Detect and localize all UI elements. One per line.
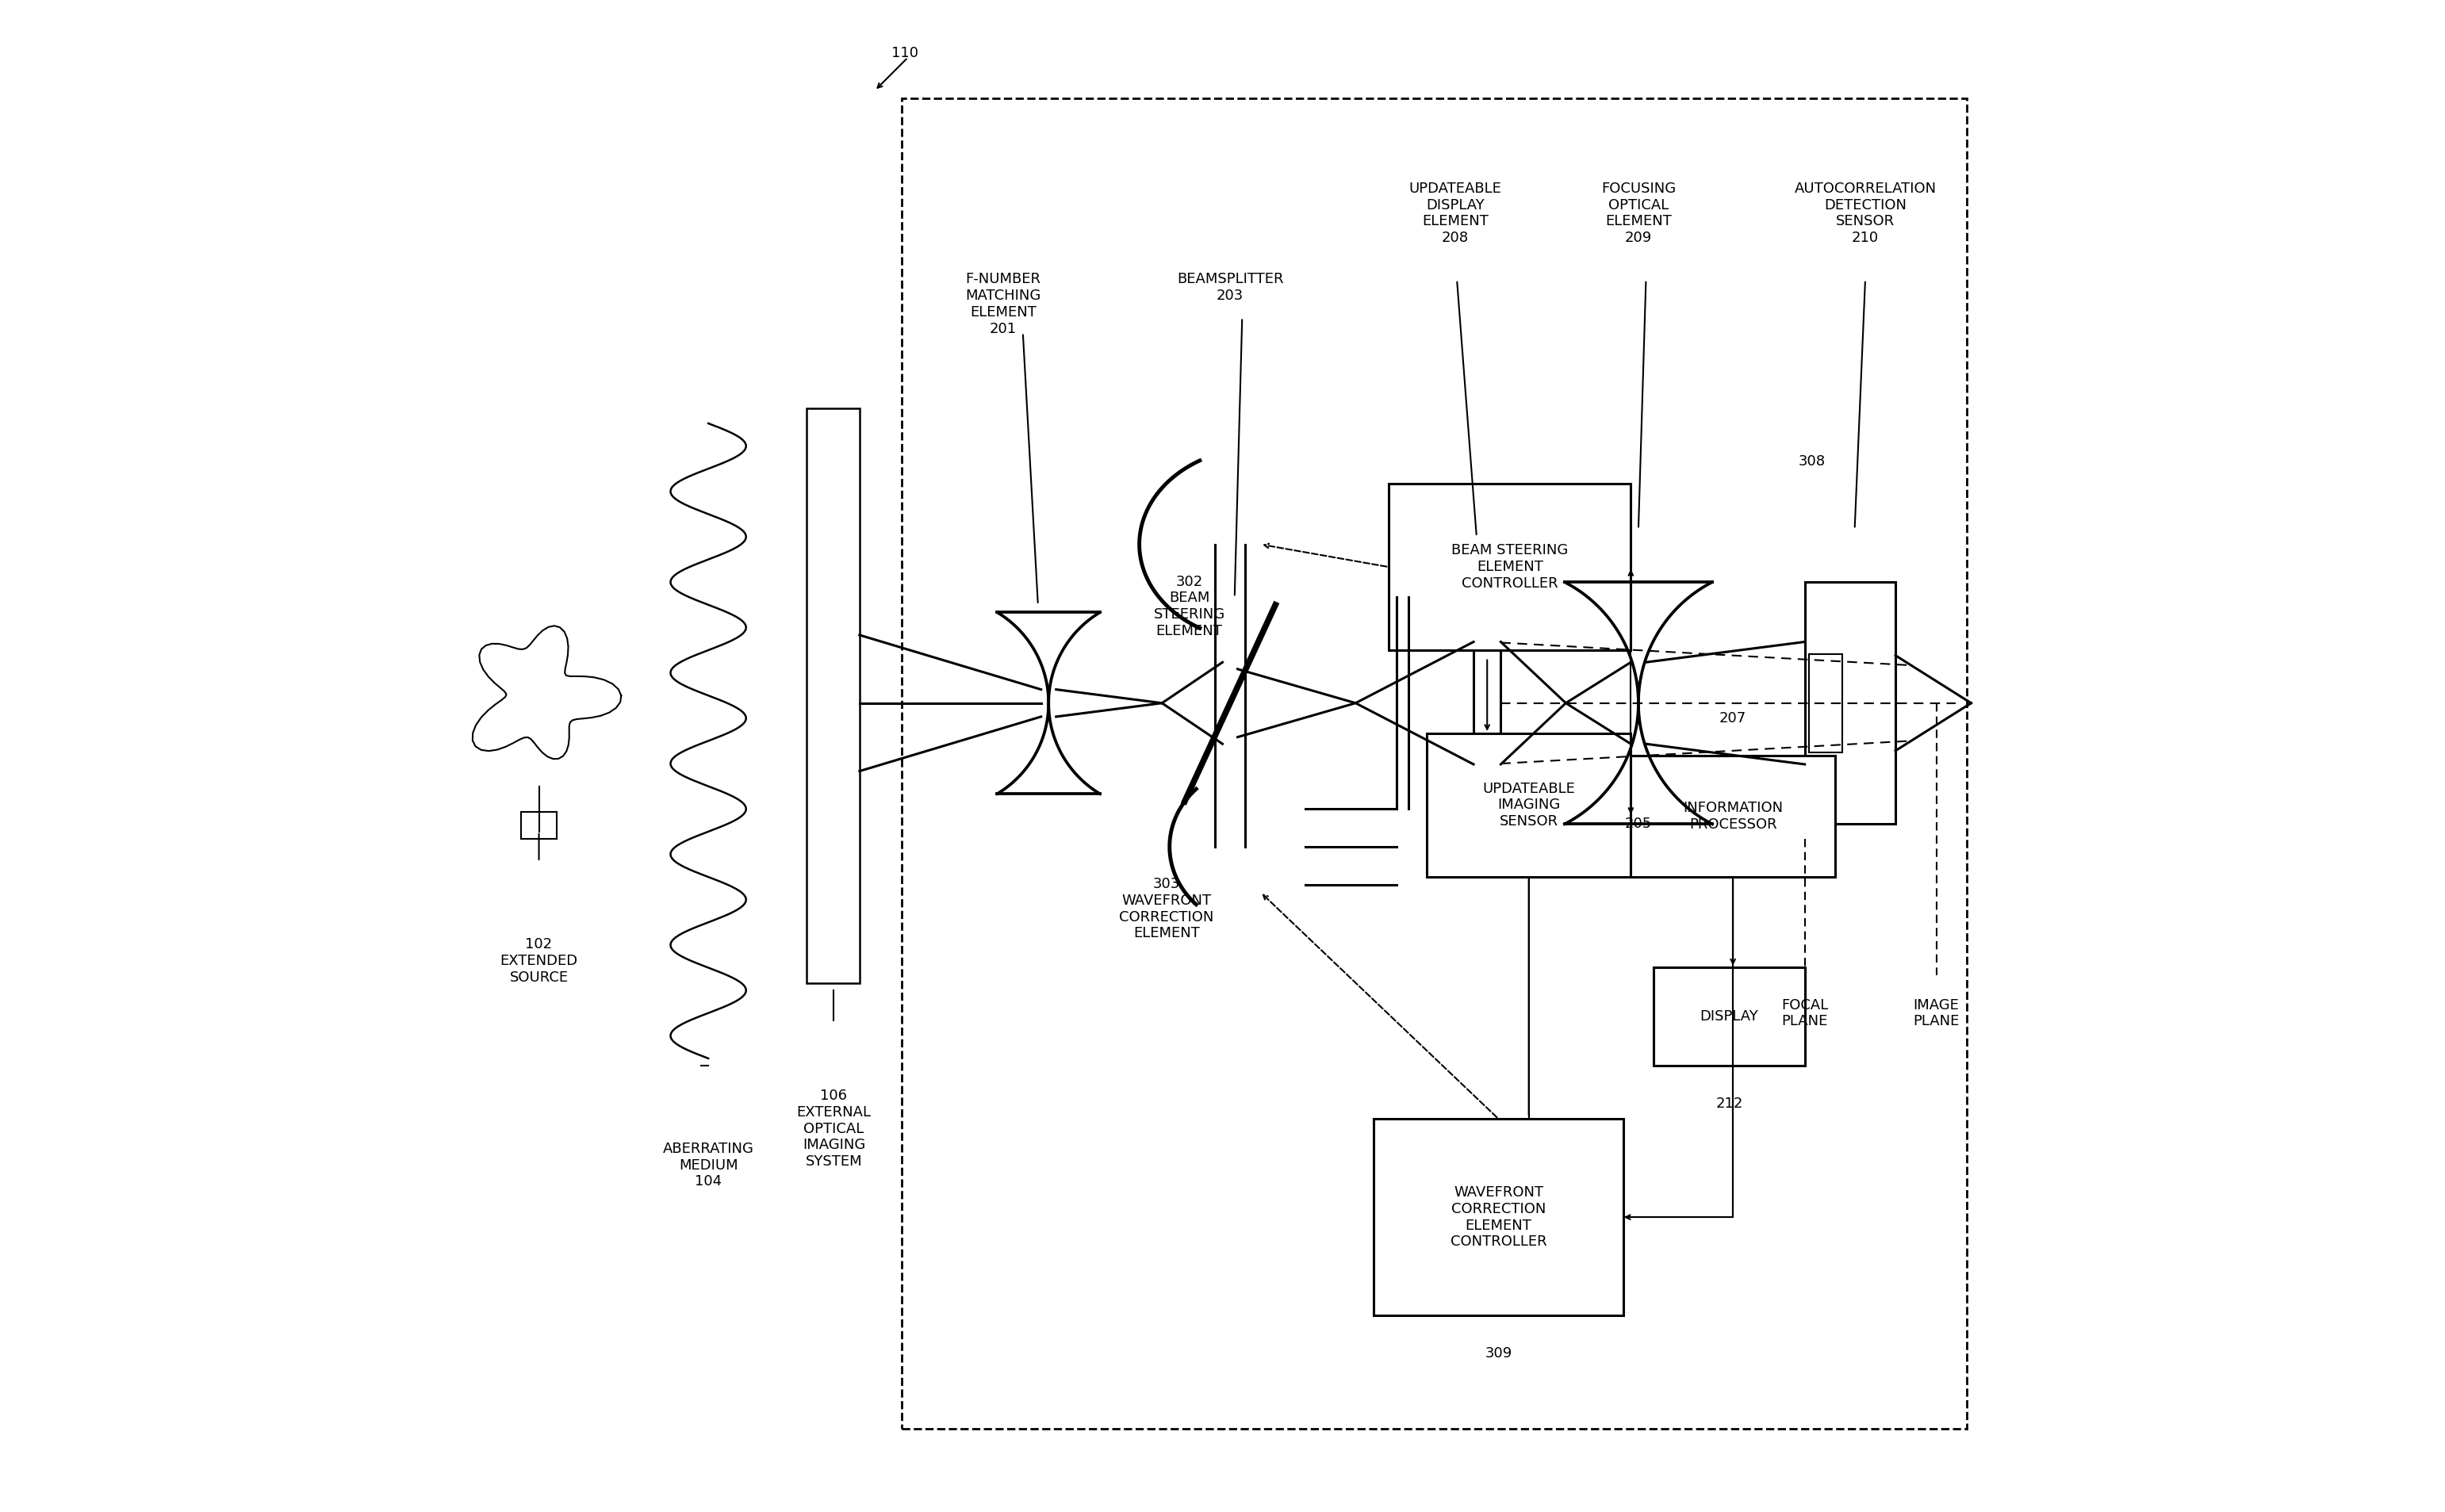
Text: UPDATEABLE
DISPLAY
ELEMENT
208: UPDATEABLE DISPLAY ELEMENT 208 bbox=[1408, 181, 1501, 245]
Bar bbox=[902, 98, 1966, 1429]
Bar bbox=[521, 812, 557, 839]
Bar bbox=[1653, 968, 1804, 1066]
Bar bbox=[1374, 1119, 1623, 1315]
Text: 309: 309 bbox=[1484, 1346, 1511, 1361]
Text: FOCAL
PLANE: FOCAL PLANE bbox=[1782, 998, 1829, 1028]
Bar bbox=[1631, 756, 1836, 877]
Text: FOCUSING
OPTICAL
ELEMENT
209: FOCUSING OPTICAL ELEMENT 209 bbox=[1601, 181, 1675, 245]
Bar bbox=[1474, 559, 1501, 847]
Text: 302
BEAM
STEERING
ELEMENT: 302 BEAM STEERING ELEMENT bbox=[1154, 575, 1225, 638]
Bar bbox=[1804, 582, 1895, 824]
Bar bbox=[1809, 653, 1844, 751]
Bar bbox=[807, 408, 861, 983]
Text: 110: 110 bbox=[892, 45, 919, 60]
Bar bbox=[1389, 484, 1631, 650]
Text: 212: 212 bbox=[1716, 1096, 1743, 1111]
Text: IMAGE
PLANE: IMAGE PLANE bbox=[1912, 998, 1958, 1028]
Text: AUTOCORRELATION
DETECTION
SENSOR
210: AUTOCORRELATION DETECTION SENSOR 210 bbox=[1795, 181, 1936, 245]
Text: 205: 205 bbox=[1626, 816, 1653, 832]
Text: 308: 308 bbox=[1800, 454, 1826, 469]
Text: F-NUMBER
MATCHING
ELEMENT
201: F-NUMBER MATCHING ELEMENT 201 bbox=[966, 272, 1042, 336]
Text: DISPLAY: DISPLAY bbox=[1699, 1010, 1758, 1024]
Bar bbox=[1428, 733, 1631, 877]
Text: 207: 207 bbox=[1719, 711, 1746, 726]
Text: INFORMATION
PROCESSOR: INFORMATION PROCESSOR bbox=[1682, 801, 1782, 832]
Text: 102
EXTENDED
SOURCE: 102 EXTENDED SOURCE bbox=[501, 937, 577, 984]
Text: BEAMSPLITTER
203: BEAMSPLITTER 203 bbox=[1176, 272, 1284, 302]
Text: WAVEFRONT
CORRECTION
ELEMENT
CONTROLLER: WAVEFRONT CORRECTION ELEMENT CONTROLLER bbox=[1450, 1185, 1548, 1249]
Text: 303
WAVEFRONT
CORRECTION
ELEMENT: 303 WAVEFRONT CORRECTION ELEMENT bbox=[1120, 877, 1213, 940]
Text: UPDATEABLE
IMAGING
SENSOR: UPDATEABLE IMAGING SENSOR bbox=[1482, 782, 1575, 829]
Text: ABERRATING
MEDIUM
104: ABERRATING MEDIUM 104 bbox=[663, 1142, 753, 1188]
Text: BEAM STEERING
ELEMENT
CONTROLLER: BEAM STEERING ELEMENT CONTROLLER bbox=[1452, 543, 1567, 591]
Text: 106
EXTERNAL
OPTICAL
IMAGING
SYSTEM: 106 EXTERNAL OPTICAL IMAGING SYSTEM bbox=[797, 1089, 870, 1169]
